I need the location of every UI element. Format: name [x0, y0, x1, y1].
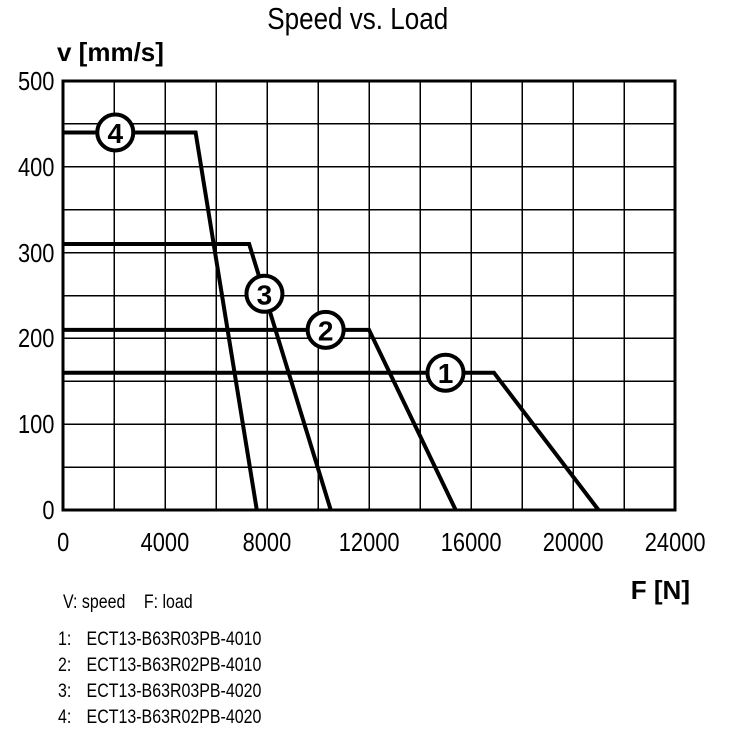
axis-key-speed: V: speed: [63, 592, 126, 613]
curve-marker-label: 4: [107, 118, 123, 149]
y-tick-label: 500: [17, 66, 54, 96]
y-tick-label: 300: [17, 237, 54, 268]
series-legend-number: 2:: [58, 655, 72, 676]
curve-marker-label: 2: [318, 315, 334, 346]
x-tick-label: 4000: [140, 527, 190, 557]
curve-marker-label: 1: [438, 358, 454, 389]
curve-3: [63, 242, 333, 511]
curve-2: [63, 327, 458, 511]
curve-marker-4: 4: [95, 112, 136, 153]
series-legend-number: 1:: [58, 629, 72, 650]
curve-marker-label: 3: [257, 279, 273, 310]
x-tick-label: 16000: [440, 527, 502, 557]
curve-marker-2: 2: [305, 309, 346, 350]
series-legend-number: 3:: [58, 681, 72, 702]
x-tick-label: 20000: [542, 527, 604, 557]
y-tick-label: 0: [41, 495, 54, 525]
y-tick-label: 200: [17, 323, 54, 354]
x-tick-label: 8000: [242, 527, 292, 557]
series-legend-item: 3: ECT13-B63R03PB-4020: [58, 679, 300, 705]
series-legend-number: 4:: [58, 707, 72, 728]
x-axis-label: F [N]: [630, 575, 690, 605]
series-legend-item: 2: ECT13-B63R02PB-4010: [58, 653, 300, 679]
curve-4: [63, 130, 259, 511]
y-axis-label: v [mm/s]: [57, 37, 164, 67]
y-tick-label: 100: [17, 409, 54, 440]
axis-key: V: speed F: load: [63, 592, 217, 614]
plot-border: [61, 79, 677, 512]
curve-1: [63, 370, 601, 512]
series-legend-model: ECT13-B63R02PB-4010: [86, 655, 262, 676]
x-tick-label: 24000: [644, 527, 706, 557]
curve-marker-3: 3: [244, 273, 285, 314]
series-legend-item: 4: ECT13-B63R02PB-4020: [58, 705, 300, 731]
series-legend-item: 1: ECT13-B63R03PB-4010: [58, 627, 300, 653]
x-tick-label: 12000: [338, 527, 400, 557]
series-legend-model: ECT13-B63R03PB-4020: [86, 681, 262, 702]
chart-title: Speed vs. Load: [267, 1, 449, 36]
y-tick-label: 400: [17, 151, 54, 182]
series-legend-model: ECT13-B63R03PB-4010: [86, 629, 262, 650]
series-legend: 1: ECT13-B63R03PB-4010 2: ECT13-B63R02PB-40…: [58, 627, 300, 731]
x-tick-label: 0: [56, 527, 70, 557]
series-legend-model: ECT13-B63R02PB-4020: [86, 707, 262, 728]
axis-key-load: F: load: [143, 592, 193, 613]
curve-marker-1: 1: [425, 352, 466, 393]
